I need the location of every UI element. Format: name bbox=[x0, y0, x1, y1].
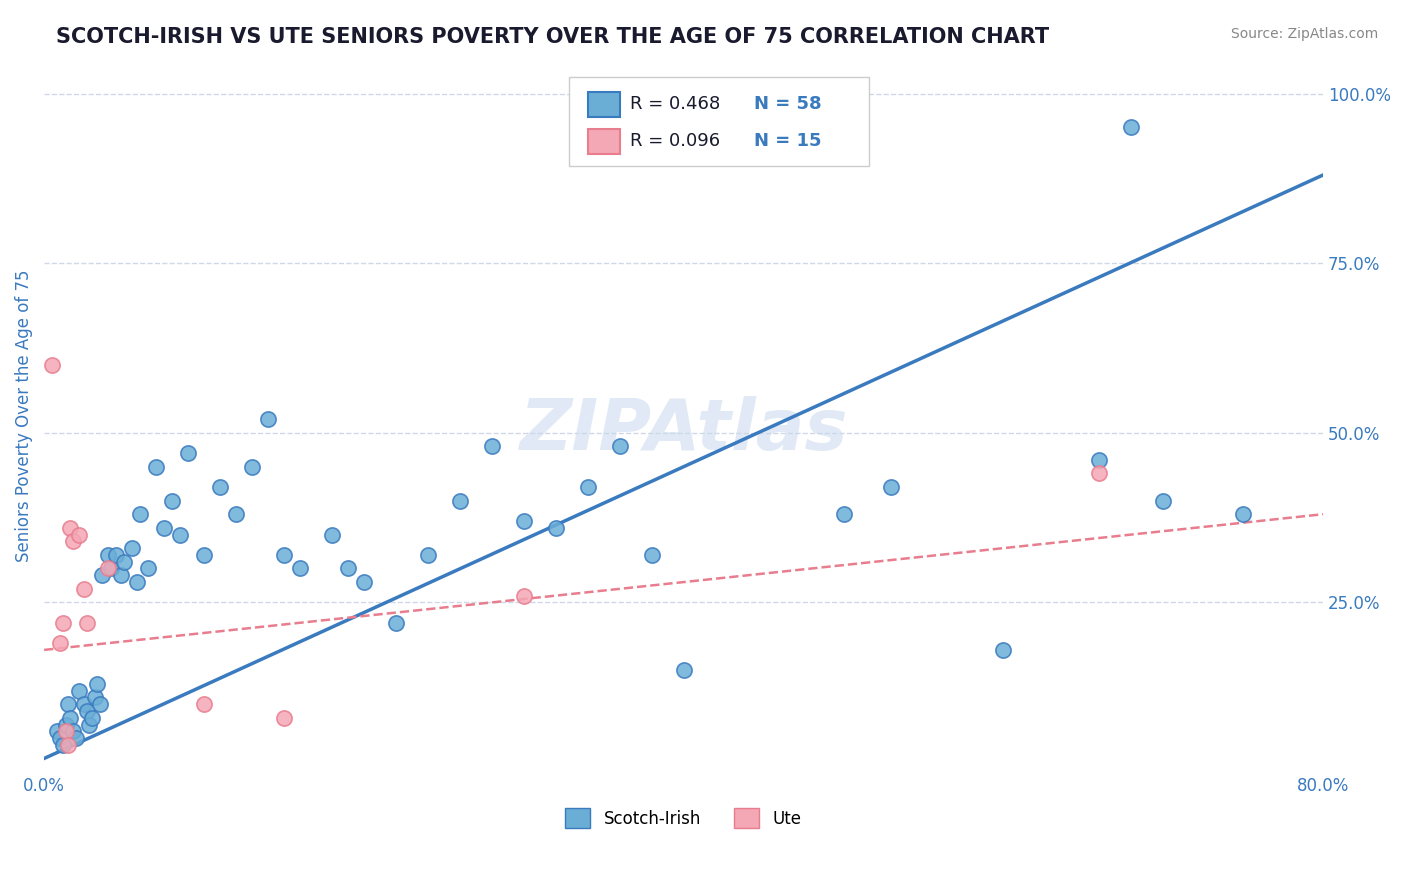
Legend: Scotch-Irish, Ute: Scotch-Irish, Ute bbox=[558, 801, 808, 835]
Point bbox=[80, 711, 103, 725]
Point bbox=[65, 731, 87, 745]
Point bbox=[41, 358, 63, 372]
Point bbox=[416, 548, 439, 562]
Point bbox=[160, 493, 183, 508]
Point bbox=[77, 717, 100, 731]
Point bbox=[76, 615, 98, 630]
Point bbox=[353, 575, 375, 590]
Point bbox=[225, 507, 247, 521]
Text: Source: ZipAtlas.com: Source: ZipAtlas.com bbox=[1230, 27, 1378, 41]
Point bbox=[672, 663, 695, 677]
Point bbox=[1088, 467, 1111, 481]
Y-axis label: Seniors Poverty Over the Age of 75: Seniors Poverty Over the Age of 75 bbox=[15, 269, 32, 562]
Point bbox=[993, 643, 1015, 657]
FancyBboxPatch shape bbox=[588, 92, 620, 117]
Point bbox=[49, 636, 72, 650]
Point bbox=[513, 589, 536, 603]
Point bbox=[49, 731, 72, 745]
Point bbox=[55, 724, 77, 739]
Text: R = 0.468: R = 0.468 bbox=[630, 95, 720, 113]
Point bbox=[59, 521, 82, 535]
Point bbox=[544, 521, 567, 535]
Point bbox=[97, 561, 120, 575]
Point bbox=[121, 541, 143, 556]
Point bbox=[97, 548, 120, 562]
Point bbox=[84, 690, 107, 705]
Point bbox=[193, 697, 215, 711]
Point bbox=[273, 711, 295, 725]
Point bbox=[86, 677, 108, 691]
Point bbox=[449, 493, 471, 508]
Point bbox=[112, 555, 135, 569]
Point bbox=[67, 683, 90, 698]
Point bbox=[67, 527, 90, 541]
Point bbox=[336, 561, 359, 575]
Point bbox=[513, 514, 536, 528]
Point bbox=[640, 548, 662, 562]
Point bbox=[45, 724, 67, 739]
Text: N = 58: N = 58 bbox=[754, 95, 821, 113]
Point bbox=[1232, 507, 1254, 521]
Point bbox=[105, 548, 128, 562]
Point bbox=[240, 459, 263, 474]
Text: N = 15: N = 15 bbox=[754, 132, 821, 150]
Point bbox=[257, 412, 280, 426]
Point bbox=[59, 711, 82, 725]
Point bbox=[56, 697, 79, 711]
Point bbox=[208, 480, 231, 494]
Point bbox=[169, 527, 191, 541]
FancyBboxPatch shape bbox=[588, 128, 620, 153]
Point bbox=[1152, 493, 1174, 508]
Point bbox=[89, 697, 111, 711]
Text: ZIPAtlas: ZIPAtlas bbox=[519, 395, 848, 465]
Point bbox=[832, 507, 855, 521]
Point bbox=[1121, 120, 1143, 135]
Point bbox=[576, 480, 599, 494]
Point bbox=[100, 561, 122, 575]
Point bbox=[481, 439, 503, 453]
Point bbox=[880, 480, 903, 494]
Point bbox=[609, 439, 631, 453]
Point bbox=[177, 446, 200, 460]
Point bbox=[52, 615, 75, 630]
Point bbox=[129, 507, 152, 521]
Point bbox=[73, 697, 96, 711]
Point bbox=[62, 534, 84, 549]
Point bbox=[76, 704, 98, 718]
Text: R = 0.096: R = 0.096 bbox=[630, 132, 720, 150]
Point bbox=[125, 575, 148, 590]
Point bbox=[62, 724, 84, 739]
Point bbox=[288, 561, 311, 575]
Point bbox=[56, 738, 79, 752]
Point bbox=[193, 548, 215, 562]
Point bbox=[145, 459, 167, 474]
Point bbox=[321, 527, 343, 541]
Point bbox=[273, 548, 295, 562]
Point bbox=[110, 568, 132, 582]
Point bbox=[1088, 453, 1111, 467]
Point bbox=[385, 615, 408, 630]
Text: SCOTCH-IRISH VS UTE SENIORS POVERTY OVER THE AGE OF 75 CORRELATION CHART: SCOTCH-IRISH VS UTE SENIORS POVERTY OVER… bbox=[56, 27, 1049, 46]
Point bbox=[55, 717, 77, 731]
Point bbox=[52, 738, 75, 752]
Point bbox=[73, 582, 96, 596]
Point bbox=[90, 568, 112, 582]
Point bbox=[136, 561, 159, 575]
FancyBboxPatch shape bbox=[568, 78, 869, 167]
Point bbox=[153, 521, 176, 535]
